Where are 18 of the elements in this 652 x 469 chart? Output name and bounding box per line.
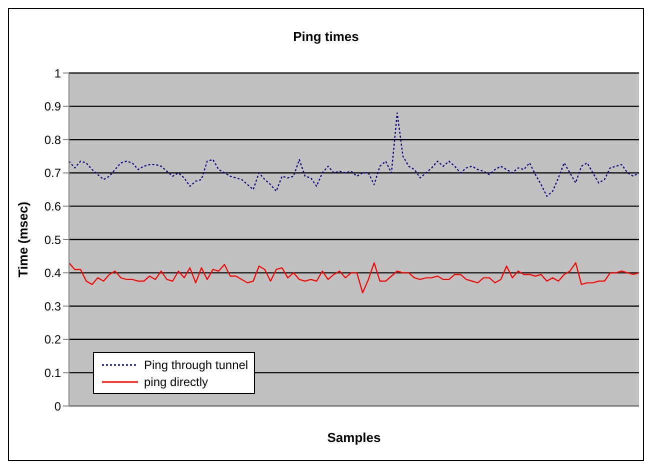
line-series bbox=[68, 262, 640, 294]
y-tick-label: 0.7 bbox=[44, 166, 62, 180]
chart-title: Ping times bbox=[292, 29, 360, 44]
y-tick-label: 0.8 bbox=[44, 132, 62, 147]
y-tick-label: 0.4 bbox=[44, 266, 62, 280]
y-tick-label: 0.3 bbox=[44, 299, 62, 314]
y-tick-label: 0.2 bbox=[44, 332, 62, 347]
legend-label: Ping through tunnel bbox=[144, 358, 248, 372]
y-tick-label: 0 bbox=[54, 399, 62, 414]
y-axis-title: Time (msec) bbox=[16, 202, 31, 278]
y-tick-label: 0.5 bbox=[44, 232, 62, 247]
y-tick-label: 0.9 bbox=[44, 100, 62, 114]
y-tick-label: 1 bbox=[54, 66, 62, 80]
y-tick-label: 0.6 bbox=[44, 199, 62, 214]
legend-label: ping directly bbox=[144, 374, 208, 388]
line-series bbox=[68, 112, 640, 197]
y-tick-label: 0.1 bbox=[44, 366, 62, 380]
x-axis-title: Samples bbox=[327, 430, 381, 445]
